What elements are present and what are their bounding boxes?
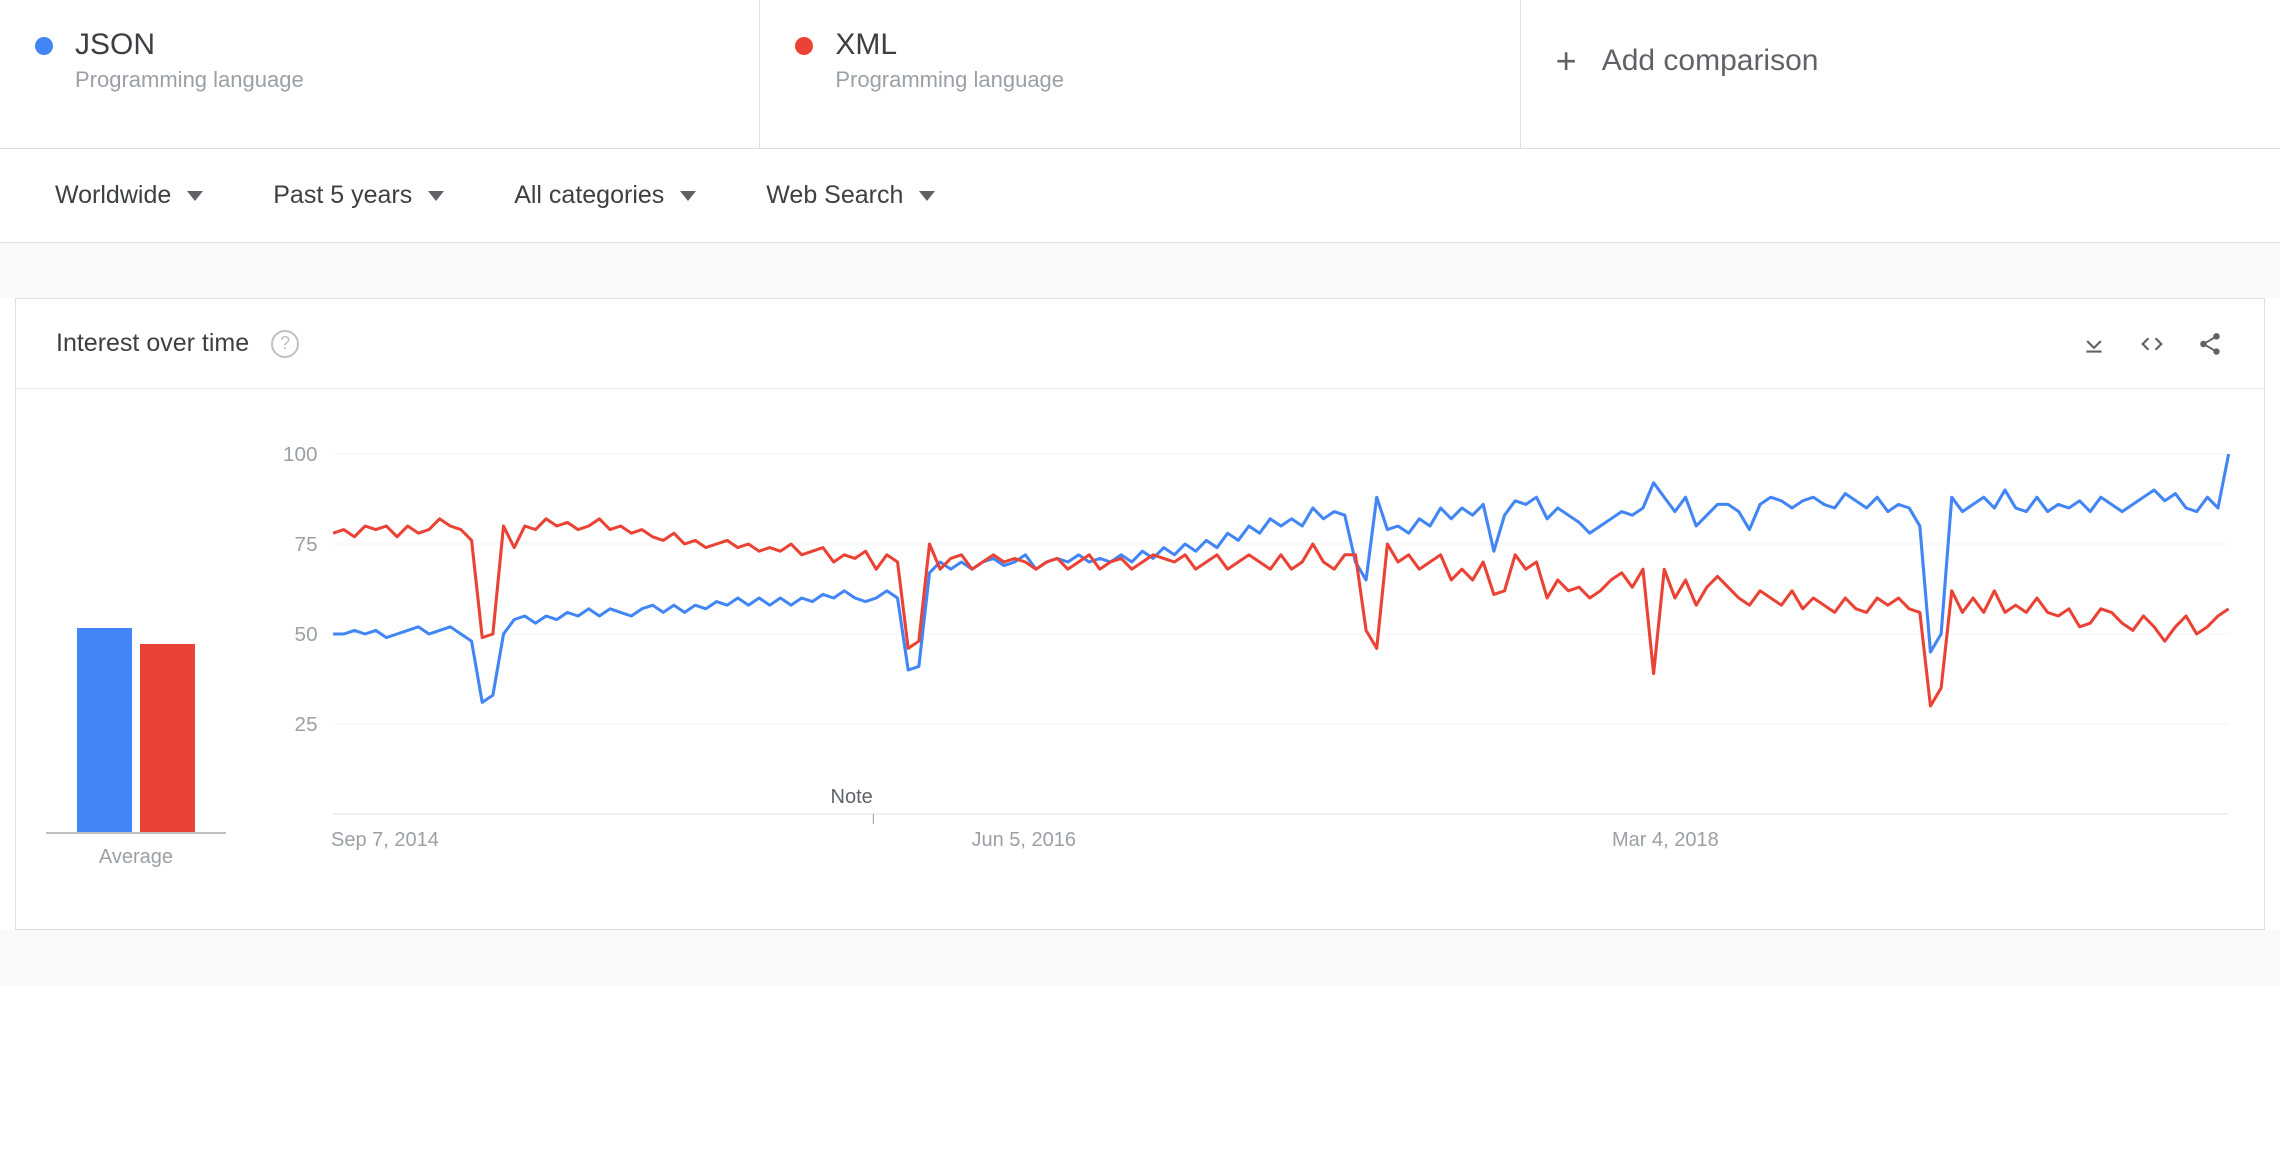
- card-header: Interest over time ?: [16, 299, 2264, 389]
- line-chart: 25 50 75 100: [271, 439, 2239, 859]
- term-color-dot: [795, 37, 813, 55]
- x-axis-label: Mar 4, 2018: [1612, 829, 1719, 852]
- line-chart-section: 25 50 75 100 Note Sep 7, 2014 Jun 5, 2016 Mar…: [271, 439, 2239, 869]
- svg-text:75: 75: [295, 534, 318, 556]
- filter-label: Past 5 years: [273, 181, 412, 210]
- term-subtitle: Programming language: [75, 67, 304, 93]
- svg-text:25: 25: [295, 714, 318, 736]
- filters-row: Worldwide Past 5 years All categories We…: [0, 149, 2280, 243]
- share-icon[interactable]: [2196, 330, 2224, 358]
- chevron-down-icon: [919, 191, 935, 201]
- chevron-down-icon: [428, 191, 444, 201]
- term-title: JSON: [75, 28, 304, 62]
- search-type-filter[interactable]: Web Search: [766, 181, 935, 210]
- chart-body: Average 25 50 75 100 Note Sep 7, 2014 Jun 5,…: [16, 389, 2264, 929]
- term-color-dot: [35, 37, 53, 55]
- add-comparison-button[interactable]: + Add comparison: [1521, 0, 2280, 148]
- card-title-wrap: Interest over time ?: [56, 329, 299, 358]
- card-title: Interest over time: [56, 329, 249, 358]
- filter-label: All categories: [514, 181, 664, 210]
- section-gap: [0, 243, 2280, 298]
- term-card-json[interactable]: JSON Programming language: [0, 0, 760, 148]
- average-section: Average: [41, 439, 231, 869]
- region-filter[interactable]: Worldwide: [55, 181, 203, 210]
- comparison-terms-row: JSON Programming language XML Programmin…: [0, 0, 2280, 149]
- card-actions: [2080, 330, 2224, 358]
- x-axis-label: Jun 5, 2016: [972, 829, 1077, 852]
- term-text-wrap: XML Programming language: [835, 28, 1064, 93]
- help-icon[interactable]: ?: [271, 330, 299, 358]
- chevron-down-icon: [680, 191, 696, 201]
- bottom-gap: [0, 930, 2280, 985]
- svg-text:100: 100: [283, 444, 318, 466]
- filter-label: Worldwide: [55, 181, 171, 210]
- chevron-down-icon: [187, 191, 203, 201]
- chart-note: Note: [831, 786, 873, 809]
- interest-over-time-card: Interest over time ? Average 25 50 75 100: [15, 298, 2265, 930]
- x-axis-label: Sep 7, 2014: [331, 829, 439, 852]
- download-icon[interactable]: [2080, 330, 2108, 358]
- average-bar-xml: [140, 644, 195, 832]
- filter-label: Web Search: [766, 181, 903, 210]
- average-bar-json: [77, 628, 132, 832]
- average-label: Average: [99, 846, 173, 869]
- time-filter[interactable]: Past 5 years: [273, 181, 444, 210]
- plus-icon: +: [1556, 40, 1577, 82]
- category-filter[interactable]: All categories: [514, 181, 696, 210]
- average-bars: [46, 554, 226, 834]
- embed-icon[interactable]: [2138, 330, 2166, 358]
- add-comparison-label: Add comparison: [1602, 44, 1819, 78]
- term-title: XML: [835, 28, 1064, 62]
- term-card-xml[interactable]: XML Programming language: [760, 0, 1520, 148]
- term-text-wrap: JSON Programming language: [75, 28, 304, 93]
- term-subtitle: Programming language: [835, 67, 1064, 93]
- svg-text:50: 50: [295, 624, 318, 646]
